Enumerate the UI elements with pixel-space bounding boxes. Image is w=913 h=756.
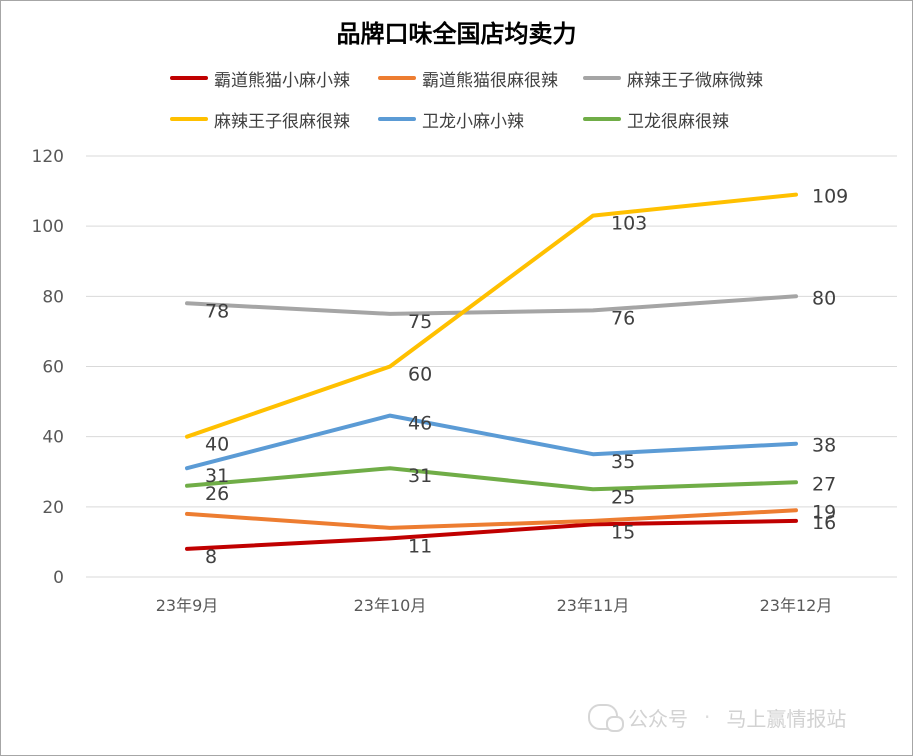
y-tick-label: 60 bbox=[42, 358, 64, 378]
data-label: 103 bbox=[611, 213, 647, 235]
data-label: 46 bbox=[408, 413, 432, 435]
series-line-0 bbox=[185, 518, 798, 551]
legend-swatch-1 bbox=[378, 76, 416, 80]
data-label: 80 bbox=[812, 287, 836, 309]
data-label: 19 bbox=[812, 501, 836, 523]
data-label: 26 bbox=[205, 483, 229, 505]
x-tick-label: 23年11月 bbox=[557, 596, 630, 615]
series-line-3 bbox=[185, 192, 798, 439]
legend-item-5: 卫龙很麻很辣 bbox=[583, 108, 729, 132]
watermark-prefix: 公众号 bbox=[628, 706, 688, 731]
x-tick-label: 23年10月 bbox=[354, 596, 427, 615]
data-label: 60 bbox=[408, 364, 432, 386]
y-tick-label: 0 bbox=[53, 568, 64, 588]
x-tick-label: 23年9月 bbox=[156, 596, 219, 615]
data-label: 75 bbox=[408, 311, 432, 333]
legend-swatch-0 bbox=[170, 76, 208, 80]
legend-label-0: 霸道熊猫小麻小辣 bbox=[214, 70, 350, 91]
series-line-5 bbox=[185, 466, 798, 492]
data-label: 8 bbox=[205, 546, 217, 568]
legend-swatch-4 bbox=[378, 117, 416, 121]
legend-item-2: 麻辣王子微麻微辣 bbox=[583, 67, 763, 91]
data-label: 78 bbox=[205, 300, 229, 322]
legend-label-1: 霸道熊猫很麻很辣 bbox=[422, 70, 558, 91]
legend-item-0: 霸道熊猫小麻小辣 bbox=[170, 67, 350, 91]
data-label: 15 bbox=[611, 521, 635, 543]
legend-item-4: 卫龙小麻小辣 bbox=[378, 108, 524, 132]
legend-item-3: 麻辣王子很麻很辣 bbox=[170, 108, 350, 132]
legend-label-4: 卫龙小麻小辣 bbox=[422, 111, 524, 132]
y-tick-label: 40 bbox=[42, 428, 64, 448]
legend-label-2: 麻辣王子微麻微辣 bbox=[627, 70, 763, 91]
y-tick-label: 20 bbox=[42, 498, 64, 518]
legend-swatch-5 bbox=[583, 117, 621, 121]
chart-title: 品牌口味全国店均卖力 bbox=[336, 20, 577, 48]
legend-item-1: 霸道熊猫很麻很辣 bbox=[378, 67, 558, 91]
legend-label-5: 卫龙很麻很辣 bbox=[627, 111, 729, 132]
data-label: 109 bbox=[812, 186, 848, 208]
data-label: 38 bbox=[812, 435, 836, 457]
data-label: 27 bbox=[812, 473, 836, 495]
data-label: 31 bbox=[408, 465, 432, 487]
x-axis-ticks: 23年9月 23年10月 23年11月 23年12月 bbox=[156, 596, 833, 615]
data-label: 35 bbox=[611, 451, 635, 473]
data-label: 25 bbox=[611, 486, 635, 508]
legend-swatch-3 bbox=[170, 117, 208, 121]
data-label: 31 bbox=[205, 465, 229, 487]
y-tick-label: 80 bbox=[42, 287, 64, 307]
watermark-name: 马上赢情报站 bbox=[726, 706, 847, 731]
y-tick-label: 100 bbox=[32, 217, 64, 237]
legend-swatch-2 bbox=[583, 76, 621, 80]
data-label: 40 bbox=[205, 434, 229, 456]
series-line-2 bbox=[185, 294, 798, 316]
wechat-icon bbox=[588, 704, 624, 732]
y-axis-ticks: 0 20 40 60 80 100 120 bbox=[32, 147, 64, 588]
watermark-separator: · bbox=[704, 705, 711, 729]
data-label: 16 bbox=[812, 512, 836, 534]
series-line-4 bbox=[185, 413, 798, 471]
watermark: 公众号 · 马上赢情报站 bbox=[588, 700, 846, 734]
legend-label-3: 麻辣王子很麻很辣 bbox=[214, 111, 350, 132]
series-lines bbox=[185, 192, 798, 551]
x-tick-label: 23年12月 bbox=[760, 596, 833, 615]
data-label: 76 bbox=[611, 307, 635, 329]
series-line-1 bbox=[185, 508, 798, 530]
data-label: 11 bbox=[408, 535, 432, 557]
y-tick-label: 120 bbox=[32, 147, 64, 167]
